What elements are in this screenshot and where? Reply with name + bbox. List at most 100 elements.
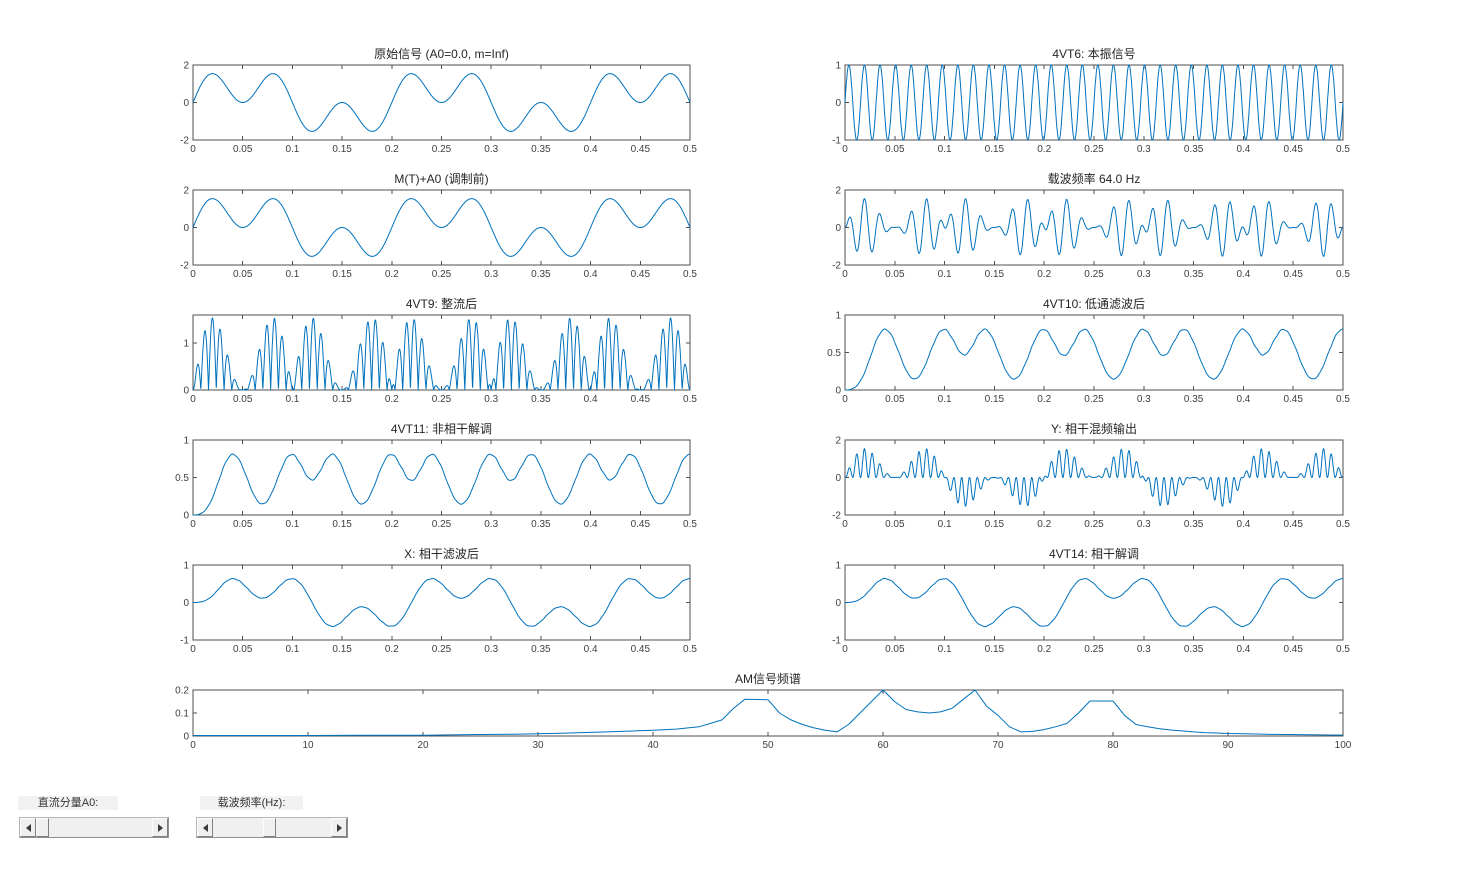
x-tick-label: 0.5 [683, 644, 697, 655]
x-tick-label: 0 [190, 644, 196, 655]
subplot-local-oscillator-signal-canvas: 0 0.05 0.1 0.15 0.2 0.25 0.3 0.35 0.4 0.45 0.5-101… [832, 47, 1350, 155]
x-tick-label: 0.1 [938, 394, 952, 405]
subplot-title: M(T)+A0 (调制前) [394, 172, 488, 186]
x-tick-label: 0.1 [285, 144, 299, 155]
x-tick-label: 0 [842, 269, 848, 280]
x-tick-label: 0.2 [385, 144, 399, 155]
x-tick-label: 0.35 [531, 519, 551, 530]
signal-trace [192, 317, 691, 391]
a0-slider-thumb[interactable] [36, 818, 49, 837]
x-tick-label: 0.2 [1037, 394, 1051, 405]
x-tick-label: 0.4 [1236, 644, 1250, 655]
x-tick-label: 0.5 [683, 519, 697, 530]
carrier-slider-right-arrow-button[interactable] [331, 818, 347, 837]
x-tick-label: 0.45 [631, 394, 651, 405]
x-tick-label: 0.45 [631, 144, 651, 155]
a0-slider-right-arrow-button[interactable] [152, 818, 168, 837]
x-tick-label: 0.05 [233, 644, 253, 655]
x-tick-label: 0.3 [484, 144, 498, 155]
x-tick-label: 0 [190, 740, 196, 751]
x-tick-label: 0.45 [631, 644, 651, 655]
x-tick-label: 0.2 [385, 519, 399, 530]
left-arrow-icon [202, 823, 208, 832]
carrier-slider[interactable] [196, 817, 348, 838]
y-tick-label: 1 [835, 61, 841, 72]
y-tick-label: 0 [183, 98, 189, 109]
x-tick-label: 0.2 [385, 394, 399, 405]
subplot-rectified-signal: 0 0.05 0.1 0.15 0.2 0.25 0.3 0.35 0.4 0.45 0.5 0 1 4V… [157, 297, 702, 407]
subplot-lowpass-filtered-canvas: 0 0.05 0.1 0.15 0.2 0.25 0.3 0.35 0.4 0.45 0.5 0 0.5… [827, 297, 1350, 405]
y-tick-label: 1 [183, 561, 189, 572]
x-tick-label: 0.25 [1084, 269, 1104, 280]
y-tick-label: 0 [835, 98, 841, 109]
subplot-coherent-demodulation: 0 0.05 0.1 0.15 0.2 0.25 0.3 0.35 0.4 0.45 0.5 -1 0 1… [809, 547, 1355, 657]
signal-trace [844, 448, 1344, 507]
x-tick-label: 0.3 [1137, 269, 1151, 280]
y-tick-label: 0 [835, 386, 841, 397]
x-tick-label: 100 [1335, 740, 1352, 751]
subplot-coherent-mixer-output-canvas: 0 0.05 0.1 0.15 0.2 0.25 0.3 0.35 0.4 0.45 0.5-202… [832, 422, 1350, 530]
x-tick-label: 0.15 [332, 519, 352, 530]
x-tick-label: 0.35 [531, 269, 551, 280]
subplot-lowpass-filtered: 0 0.05 0.1 0.15 0.2 0.25 0.3 0.35 0.4 0.45 0.5 0 0.5… [809, 297, 1355, 407]
a0-slider[interactable] [19, 817, 169, 838]
x-tick-label: 0.05 [233, 269, 253, 280]
x-tick-label: 0.1 [938, 644, 952, 655]
y-tick-label: -1 [832, 136, 841, 147]
x-tick-label: 0 [190, 144, 196, 155]
a0-slider-track[interactable] [36, 818, 152, 837]
x-tick-label: 0.5 [1336, 269, 1350, 280]
y-tick-label: 0 [183, 386, 189, 397]
carrier-slider-left-arrow-button[interactable] [197, 818, 213, 837]
x-tick-label: 50 [762, 740, 774, 751]
x-tick-label: 0.3 [484, 519, 498, 530]
y-tick-label: 0.5 [827, 348, 841, 359]
x-tick-label: 0.4 [1236, 269, 1250, 280]
x-tick-label: 0.3 [1137, 519, 1151, 530]
x-tick-label: 0.3 [484, 644, 498, 655]
x-tick-label: 0.5 [1336, 394, 1350, 405]
carrier-slider-track[interactable] [213, 818, 331, 837]
carrier-slider-thumb[interactable] [263, 818, 276, 837]
y-tick-label: -2 [832, 511, 841, 522]
x-tick-label: 0.05 [233, 394, 253, 405]
x-tick-label: 0.05 [233, 519, 253, 530]
x-tick-label: 0.45 [1283, 144, 1303, 155]
x-tick-label: 0.45 [1283, 519, 1303, 530]
y-tick-label: 0 [835, 473, 841, 484]
subplot-title: X: 相干滤波后 [404, 547, 479, 561]
signal-trace [844, 328, 1344, 391]
subplot-local-oscillator-signal: 0 0.05 0.1 0.15 0.2 0.25 0.3 0.35 0.4 0.45 0.5 -1 0 1… [809, 47, 1355, 157]
x-tick-label: 0.05 [233, 144, 253, 155]
x-tick-label: 70 [992, 740, 1004, 751]
x-tick-label: 30 [532, 740, 544, 751]
x-tick-label: 0.45 [1283, 269, 1303, 280]
subplot-original-signal: 0 0.05 0.1 0.15 0.2 0.25 0.3 0.35 0.4 0.45 0.5 -2 0 2… [157, 47, 702, 157]
x-tick-label: 0 [842, 394, 848, 405]
x-tick-label: 0.15 [332, 394, 352, 405]
x-tick-label: 0.2 [1037, 519, 1051, 530]
x-tick-label: 0.1 [938, 269, 952, 280]
subplot-title: 原始信号 (A0=0.0, m=Inf) [374, 47, 509, 61]
signal-trace [192, 198, 691, 257]
x-tick-label: 0.35 [1184, 144, 1204, 155]
y-tick-label: 2 [835, 436, 841, 447]
y-tick-label: 1 [835, 311, 841, 322]
x-tick-label: 40 [647, 740, 659, 751]
x-tick-label: 0.3 [1137, 394, 1151, 405]
y-tick-label: 1 [183, 436, 189, 447]
x-tick-label: 0.15 [985, 394, 1005, 405]
x-tick-label: 0 [842, 519, 848, 530]
y-tick-label: 0.5 [175, 473, 189, 484]
y-tick-label: 2 [183, 61, 189, 72]
subplot-title: 4VT14: 相干解调 [1049, 547, 1139, 561]
x-tick-label: 0.25 [1084, 144, 1104, 155]
x-tick-label: 20 [417, 740, 429, 751]
subplot-am-spectrum: 0 10 20 30 40 50 60 70 80 90 100 0 0.1 0.2 AM信号频谱 [157, 672, 1355, 753]
subplot-modulated-signal-canvas: 0 0.05 0.1 0.15 0.2 0.25 0.3 0.35 0.4 0.45 0.5-202… [832, 172, 1350, 280]
x-tick-label: 0.35 [531, 144, 551, 155]
a0-slider-left-arrow-button[interactable] [20, 818, 36, 837]
y-tick-label: 0 [183, 223, 189, 234]
x-tick-label: 0.1 [285, 269, 299, 280]
